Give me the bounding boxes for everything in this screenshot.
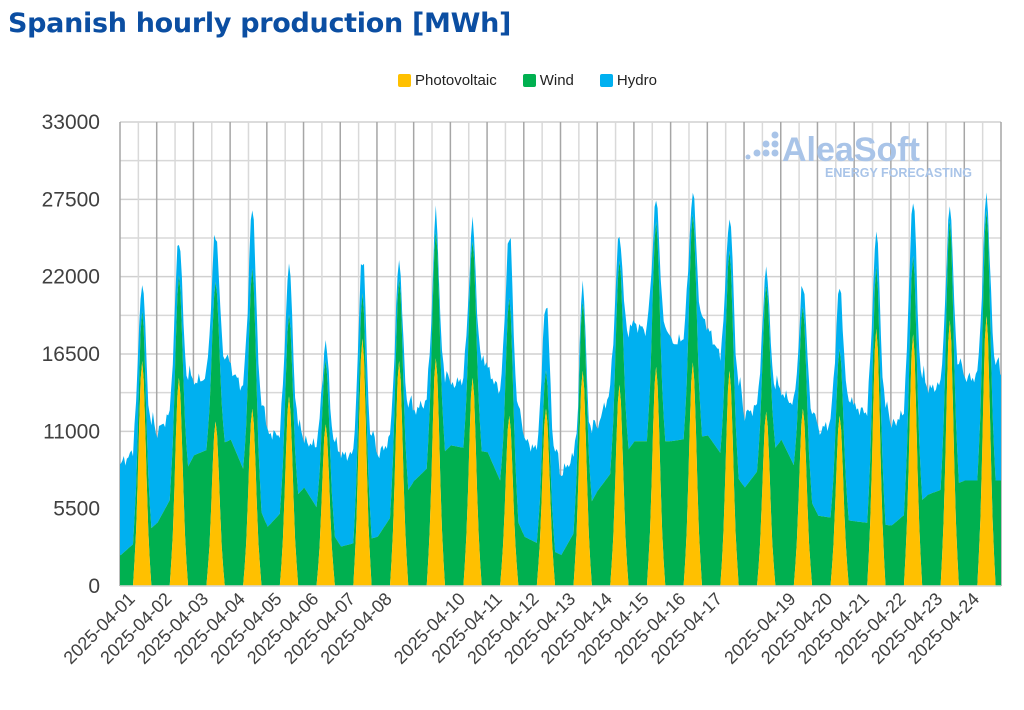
legend-item-hydro: Hydro — [599, 72, 657, 89]
legend-swatch-photovoltaic — [398, 74, 411, 87]
legend-item-photovoltaic: Photovoltaic — [398, 72, 497, 89]
legend-label-wind: Wind — [539, 72, 574, 89]
legend-swatch-wind — [522, 74, 536, 87]
y-tick-label: 27500 — [42, 188, 100, 211]
legend-item-wind: Wind — [522, 72, 574, 89]
legend-label-hydro: Hydro — [616, 72, 657, 89]
area-photovoltaic — [120, 316, 1001, 586]
aleasoft-logo-dots-icon — [745, 131, 779, 160]
y-tick-label: 33000 — [42, 111, 100, 134]
chart-legend: Photovoltaic Wind Hydro — [398, 72, 657, 89]
aleasoft-watermark: AleaSoft ENERGY FORECASTING — [745, 131, 972, 180]
y-tick-label: 0 — [88, 575, 100, 598]
y-tick-label: 16500 — [42, 343, 100, 366]
area-wind — [120, 210, 1001, 586]
legend-swatch-hydro — [599, 74, 613, 87]
y-tick-label: 11000 — [43, 420, 100, 443]
y-tick-label: 22000 — [42, 266, 100, 289]
y-axis-ticks: 0 5500 11000 16500 22000 27500 33000 — [42, 111, 100, 598]
stacked-areas — [120, 192, 1001, 587]
watermark-brand: AleaSoft — [782, 131, 920, 169]
x-axis-ticks: 2025-04-012025-04-022025-04-032025-04-04… — [60, 589, 984, 668]
y-tick-label: 5500 — [53, 498, 100, 521]
area-hydro — [120, 192, 1001, 556]
watermark-tagline: ENERGY FORECASTING — [825, 166, 972, 180]
legend-label-photovoltaic: Photovoltaic — [415, 72, 497, 89]
chart-title: Spanish hourly production [MWh] — [8, 8, 512, 39]
